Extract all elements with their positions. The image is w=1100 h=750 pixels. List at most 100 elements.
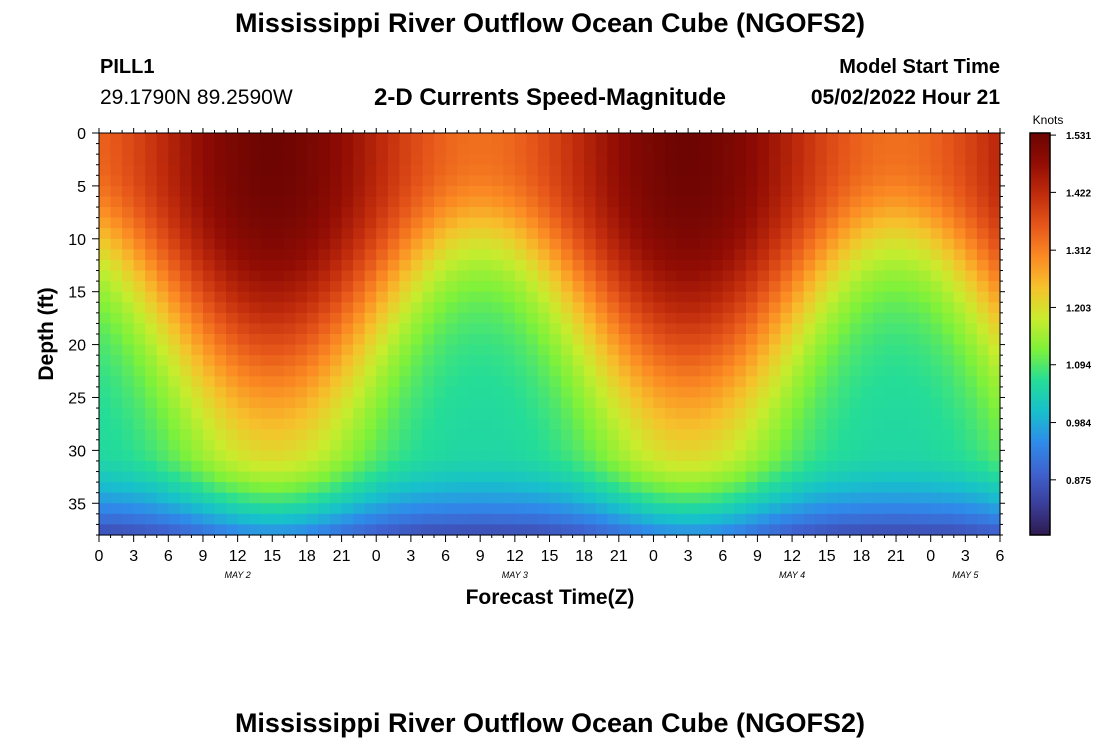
heatmap-cell (792, 259, 805, 272)
heatmap-cell (237, 249, 250, 261)
heatmap-cell (514, 270, 527, 282)
heatmap-cell (306, 376, 320, 388)
heatmap-cell (976, 439, 990, 451)
heatmap-cell (341, 471, 354, 483)
heatmap-cell (283, 365, 296, 377)
heatmap-cell (896, 185, 909, 198)
heatmap-cell (387, 471, 400, 483)
heatmap-cell (815, 492, 828, 504)
heatmap-cell (653, 143, 666, 155)
heatmap-cell (237, 418, 250, 430)
heatmap-cell (907, 344, 920, 356)
heatmap-cell (179, 217, 193, 229)
heatmap-cell (572, 471, 585, 483)
heatmap-cell (214, 249, 227, 261)
heatmap-cell (491, 334, 504, 346)
heatmap-cell (226, 323, 239, 335)
heatmap-cell (503, 524, 516, 536)
heatmap-cell (699, 460, 712, 473)
heatmap-cell (734, 524, 747, 536)
heatmap-cell (618, 482, 631, 494)
heatmap-cell (630, 133, 643, 145)
heatmap-cell (803, 270, 816, 282)
heatmap-cell (676, 207, 689, 219)
heatmap-cell (214, 164, 227, 176)
heatmap-cell (872, 291, 886, 303)
heatmap-cell (734, 291, 747, 303)
heatmap-cell (353, 513, 366, 526)
heatmap-cell (665, 185, 678, 198)
heatmap-cell (745, 386, 759, 399)
heatmap-cell (214, 408, 227, 420)
heatmap-cell (722, 196, 735, 208)
heatmap-cell (976, 471, 990, 483)
heatmap-cell (976, 386, 990, 399)
heatmap-cell (630, 259, 643, 272)
heatmap-cell (688, 460, 701, 473)
heatmap-cell (572, 355, 585, 367)
heatmap-cell (491, 386, 504, 399)
heatmap-cell (226, 386, 239, 399)
heatmap-cell (468, 355, 481, 367)
heatmap-cell (607, 334, 620, 346)
heatmap-cell (780, 408, 793, 420)
heatmap-cell (457, 492, 470, 504)
heatmap-cell (919, 397, 932, 409)
heatmap-cell (341, 408, 354, 420)
heatmap-cell (745, 334, 759, 346)
heatmap-cell (283, 228, 296, 240)
heatmap-cell (722, 164, 735, 176)
heatmap-cell (376, 355, 389, 367)
x-tick-label: 0 (372, 548, 381, 565)
heatmap-cell (665, 397, 678, 409)
heatmap-cell (688, 482, 701, 494)
heatmap-cell (353, 482, 366, 494)
heatmap-cell (410, 291, 424, 303)
heatmap-cell (433, 270, 447, 282)
heatmap-cell (572, 376, 585, 388)
heatmap-cell (491, 238, 504, 250)
heatmap-cell (988, 408, 1001, 420)
heatmap-cell (226, 439, 239, 451)
heatmap-cell (607, 281, 620, 293)
heatmap-cell (641, 524, 655, 536)
y-tick-label: 35 (68, 496, 86, 513)
heatmap-cell (711, 259, 724, 272)
heatmap-cell (306, 471, 320, 483)
heatmap-cell (549, 270, 562, 282)
heatmap-cell (561, 217, 574, 229)
heatmap-cell (896, 482, 909, 494)
heatmap-cell (295, 439, 308, 451)
heatmap-cell (260, 344, 273, 356)
heatmap-cell (133, 503, 146, 515)
heatmap-cell (110, 238, 123, 250)
heatmap-cell (561, 376, 574, 388)
heatmap-cell (803, 408, 816, 420)
heatmap-cell (168, 376, 181, 388)
heatmap-cell (595, 471, 608, 483)
heatmap-cell (526, 471, 539, 483)
heatmap-cell (226, 365, 239, 377)
heatmap-cell (537, 270, 551, 282)
heatmap-cell (214, 196, 227, 208)
heatmap-cell (607, 482, 620, 494)
heatmap-cell (618, 238, 631, 250)
heatmap-cell (561, 439, 574, 451)
heatmap-cell (295, 460, 308, 473)
heatmap-cell (665, 524, 678, 536)
heatmap-cell (815, 503, 828, 515)
heatmap-cell (872, 281, 886, 293)
heatmap-cell (133, 460, 146, 473)
heatmap-cell (561, 397, 574, 409)
heatmap-cell (202, 270, 216, 282)
heatmap-cell (399, 503, 412, 515)
heatmap-cell (988, 154, 1001, 166)
heatmap-cell (826, 408, 839, 420)
heatmap-cell (526, 334, 539, 346)
heatmap-cell (861, 143, 874, 155)
heatmap-cell (283, 270, 296, 282)
heatmap-cell (688, 334, 701, 346)
heatmap-cell (699, 249, 712, 261)
heatmap-cell (537, 418, 551, 430)
